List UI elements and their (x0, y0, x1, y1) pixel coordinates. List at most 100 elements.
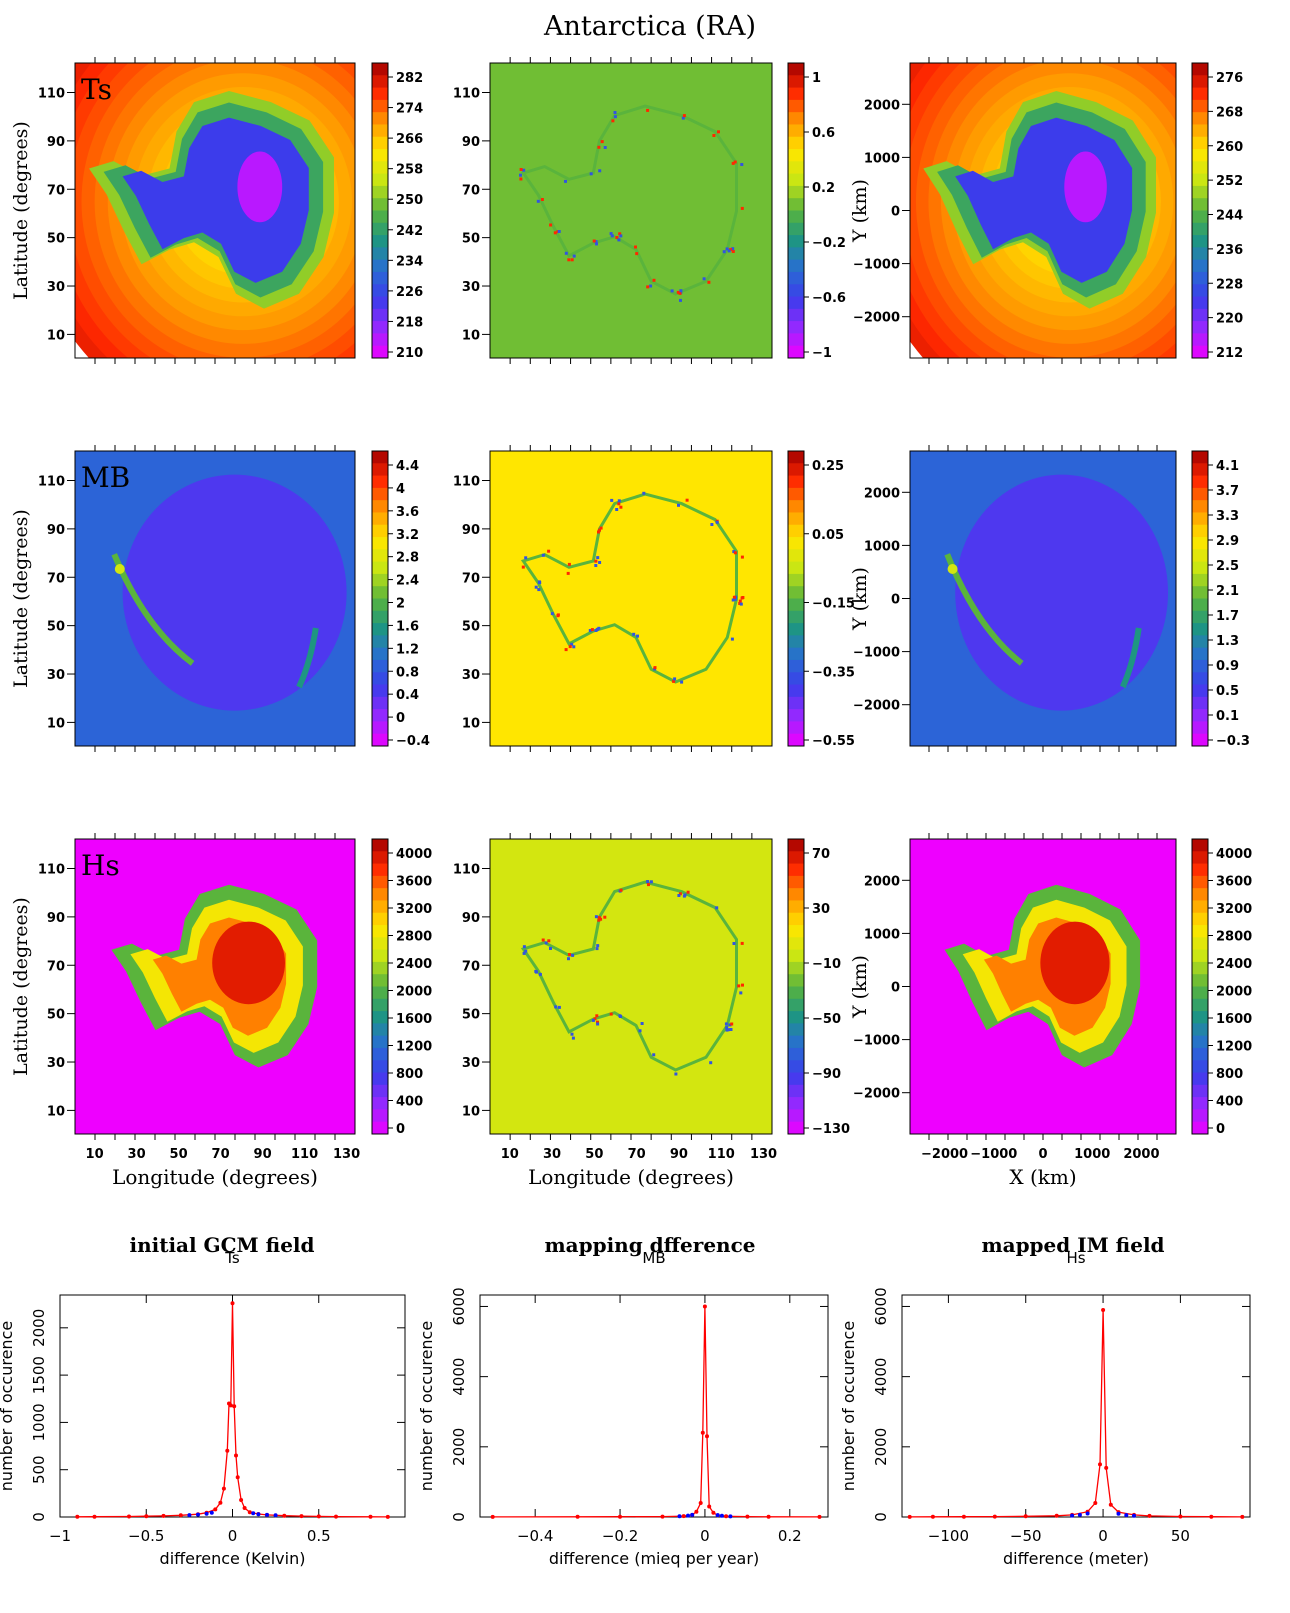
colorbar-segment (1192, 475, 1208, 489)
residual-pixel (683, 893, 687, 897)
colorbar-tick-label: 4000 (396, 847, 432, 862)
colorbar-tick-label: 0 (1216, 1122, 1225, 1137)
colorbar-tick-label: 800 (396, 1067, 423, 1082)
colorbar-segment (1192, 1084, 1208, 1098)
colorbar-tick-label: 266 (396, 132, 423, 147)
colorbar-segment (372, 487, 388, 501)
colorbar-segment (372, 185, 388, 199)
colorbar-tick-label: 70 (812, 847, 830, 862)
x-axis-label: Longitude (degrees) (112, 1165, 318, 1189)
x-tick-label: 70 (212, 1147, 230, 1162)
colorbar-segment (372, 961, 388, 975)
colorbar-tick-label: 0.8 (396, 665, 419, 680)
residual-pixel (715, 906, 719, 910)
residual-pixel (740, 163, 744, 166)
y-tick-label: 50 (47, 1008, 65, 1023)
colorbar-segment (1192, 974, 1208, 987)
x-tick-label: 90 (254, 1147, 272, 1162)
plot-frame (479, 1294, 829, 1518)
colorbar-segment (1192, 1011, 1208, 1024)
colorbar-segment (372, 1023, 388, 1037)
residual-pixel (710, 523, 714, 526)
y-tick-label: 110 (453, 87, 480, 102)
histogram-point (251, 1511, 256, 1516)
x-tick-label: 50 (1171, 1527, 1190, 1545)
panel-label: Ts (81, 73, 112, 106)
colorbar-segment (372, 875, 388, 889)
histogram-point (728, 1514, 733, 1519)
colorbar-segment (372, 635, 388, 649)
colorbar-segment (1192, 124, 1208, 138)
residual-pixel (733, 551, 737, 555)
colorbar-segment (1192, 1035, 1208, 1049)
colorbar-segment (788, 1023, 804, 1037)
histogram-point (75, 1514, 80, 1519)
colorbar-tick-label: 228 (1216, 277, 1243, 292)
colorbar-segment (788, 149, 804, 162)
colorbar-segment (372, 721, 388, 735)
colorbar-segment (372, 623, 388, 636)
residual-pixel (670, 289, 674, 293)
colorbar-tick-label: 2000 (396, 985, 432, 1000)
colorbar-segment (1192, 185, 1208, 199)
colorbar-tick-label: 0.4 (396, 688, 419, 703)
histogram-point (187, 1513, 192, 1518)
residual-pixel (522, 945, 526, 949)
colorbar-segment (372, 900, 388, 914)
residual-pixel (570, 642, 574, 646)
map-content (910, 63, 1176, 358)
y-tick-label: 70 (47, 571, 65, 586)
histogram-point (1101, 1308, 1106, 1312)
colorbar-segment (1192, 284, 1208, 298)
colorbar-segment (372, 1047, 388, 1061)
colorbar-segment (788, 986, 804, 1000)
residual-pixel (677, 503, 680, 507)
y-axis-label: Y (km) (849, 955, 871, 1019)
caption-initial-gcm: initial GCM field (129, 1233, 314, 1257)
residual-pixel (732, 550, 736, 554)
colorbar-segment (1192, 925, 1208, 938)
y-tick-label: 30 (47, 280, 65, 295)
y-tick-label: 90 (462, 911, 480, 926)
colorbar-segment (372, 925, 388, 938)
map-panel-ts-gcm: Ts 10 30 50 70 90 110 Latitude (degrees) 282 274 2… (10, 57, 423, 364)
histogram-point (618, 1514, 622, 1519)
colorbar-tick-label: −0.55 (812, 734, 855, 749)
histogram-point (234, 1453, 238, 1458)
x-tick-label: 0 (1038, 1147, 1047, 1162)
colorbar-segment (372, 659, 388, 673)
y-axis-label: number of occurence (0, 1321, 16, 1491)
y-tick-label: 110 (453, 863, 480, 878)
y-tick-label: 10 (47, 716, 65, 731)
colorbar-tick-label: 1200 (1216, 1040, 1252, 1055)
colorbar-segment (788, 173, 804, 187)
residual-pixel (596, 944, 600, 948)
colorbar-segment (372, 524, 388, 538)
peninsula-max (114, 564, 125, 574)
y-tick-label: 4000 (450, 1358, 468, 1396)
residual-pixel (681, 116, 685, 120)
residual-pixel (646, 880, 650, 883)
colorbar-segment (1192, 500, 1208, 513)
plot-frame (901, 1294, 1251, 1518)
x-tick-label: 2000 (1123, 1147, 1159, 1162)
histogram-point (660, 1514, 665, 1519)
histogram-point (1108, 1502, 1113, 1507)
residual-pixel (592, 239, 596, 243)
colorbar-segment (1192, 659, 1208, 673)
residual-pixel (550, 612, 554, 616)
residual-pixel (726, 1028, 730, 1032)
map-panel-mb-im: 2000 1000 0 −1000 −2000 Y (km) 4.1 3.7 3.3 2.9 2.5… (849, 445, 1250, 752)
east-coast-accumulation (1120, 627, 1142, 689)
colorbar-frame (371, 838, 389, 1135)
y-tick-label: 110 (38, 87, 65, 102)
colorbar-segment (788, 573, 804, 587)
histogram-point (247, 1510, 252, 1515)
x-axis-label: difference (mieq per year) (549, 1549, 759, 1568)
colorbar-tick-label: 3200 (1216, 902, 1252, 917)
x-axis-label: Longitude (degrees) (528, 1165, 734, 1189)
histogram-point (228, 1403, 233, 1408)
caption-mapped-im: mapped IM field (981, 1233, 1164, 1257)
colorbar-segment (372, 87, 388, 101)
y-tick-label: −2000 (853, 1087, 900, 1102)
